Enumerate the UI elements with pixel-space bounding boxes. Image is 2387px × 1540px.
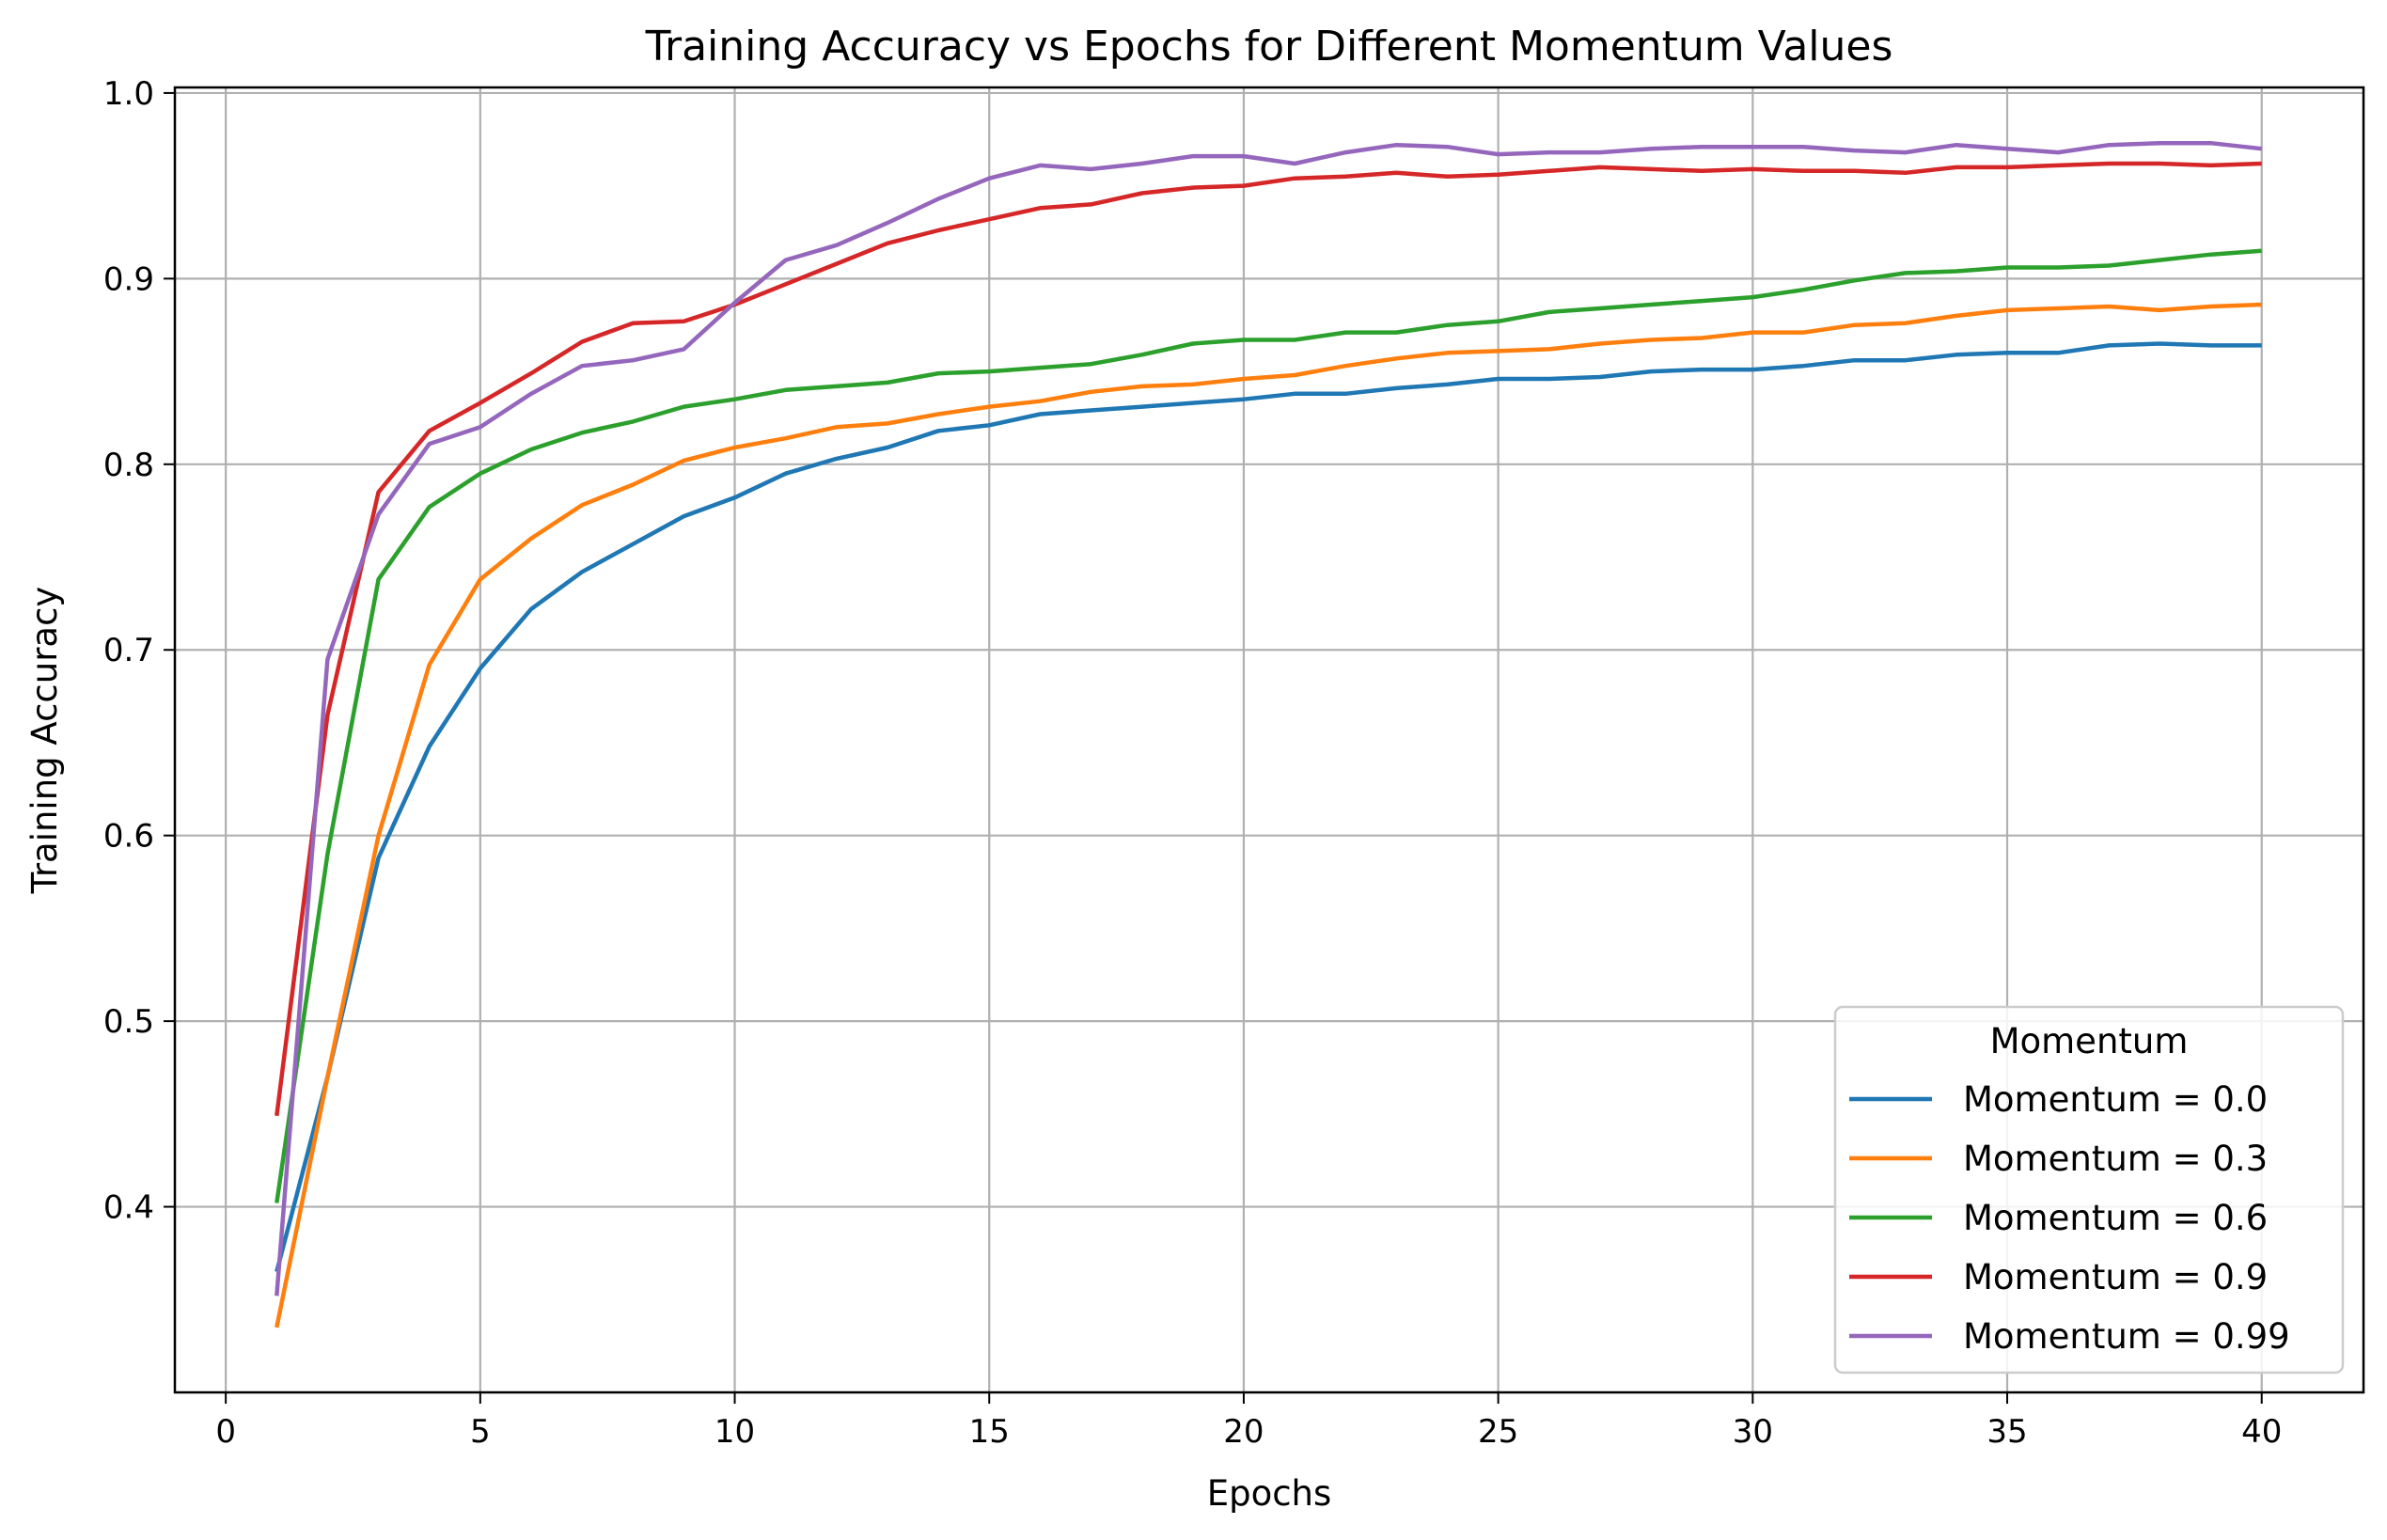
x-axis-label: Epochs — [1207, 1473, 1332, 1514]
y-tick-label: 0.5 — [103, 1003, 154, 1041]
x-tick-label: 25 — [1478, 1413, 1518, 1451]
series-lines — [275, 140, 2262, 1328]
y-tick-label: 0.9 — [103, 260, 154, 298]
series-line-1 — [275, 302, 2262, 1328]
x-tick-label: 35 — [1987, 1413, 2027, 1451]
chart-title: Training Accuracy vs Epochs for Differen… — [645, 23, 1893, 71]
series-line-0 — [275, 341, 2262, 1273]
plot-area-frame — [173, 86, 2365, 1394]
legend-box — [1833, 1005, 2345, 1375]
series-line-2 — [275, 248, 2262, 1203]
legend-entry-label: Momentum = 0.6 — [1963, 1198, 2268, 1238]
y-tick-label: 0.7 — [103, 632, 154, 669]
x-tick-label: 20 — [1223, 1413, 1264, 1451]
x-tick-label: 5 — [470, 1413, 491, 1451]
legend-entry-label: Momentum = 0.9 — [1963, 1257, 2268, 1297]
x-axis-ticks: 0 5 10 15 20 25 30 35 40 — [215, 1392, 2282, 1451]
legend-items: Momentum = 0.0 Momentum = 0.3 Momentum = 0… — [1849, 1079, 2290, 1357]
y-tick-label: 0.8 — [103, 447, 154, 484]
legend-entry-label: Momentum = 0.3 — [1963, 1139, 2268, 1179]
y-tick-label: 0.4 — [103, 1189, 154, 1227]
y-axis-ticks: 0.4 0.5 0.6 0.7 0.8 0.9 1.0 — [103, 75, 175, 1227]
x-tick-label: 40 — [2241, 1413, 2282, 1451]
y-axis-label: Training Accuracy — [24, 587, 65, 895]
x-tick-label: 30 — [1733, 1413, 1773, 1451]
y-tick-label: 1.0 — [103, 75, 154, 113]
x-tick-label: 10 — [715, 1413, 755, 1451]
x-tick-label: 15 — [969, 1413, 1010, 1451]
x-tick-label: 0 — [215, 1413, 236, 1451]
legend-title: Momentum — [1990, 1021, 2189, 1061]
series-line-4 — [275, 140, 2262, 1296]
legend-entry-label: Momentum = 0.99 — [1963, 1316, 2290, 1357]
legend-entry-label: Momentum = 0.0 — [1963, 1079, 2268, 1120]
series-line-3 — [275, 161, 2262, 1117]
y-tick-label: 0.6 — [103, 818, 154, 856]
